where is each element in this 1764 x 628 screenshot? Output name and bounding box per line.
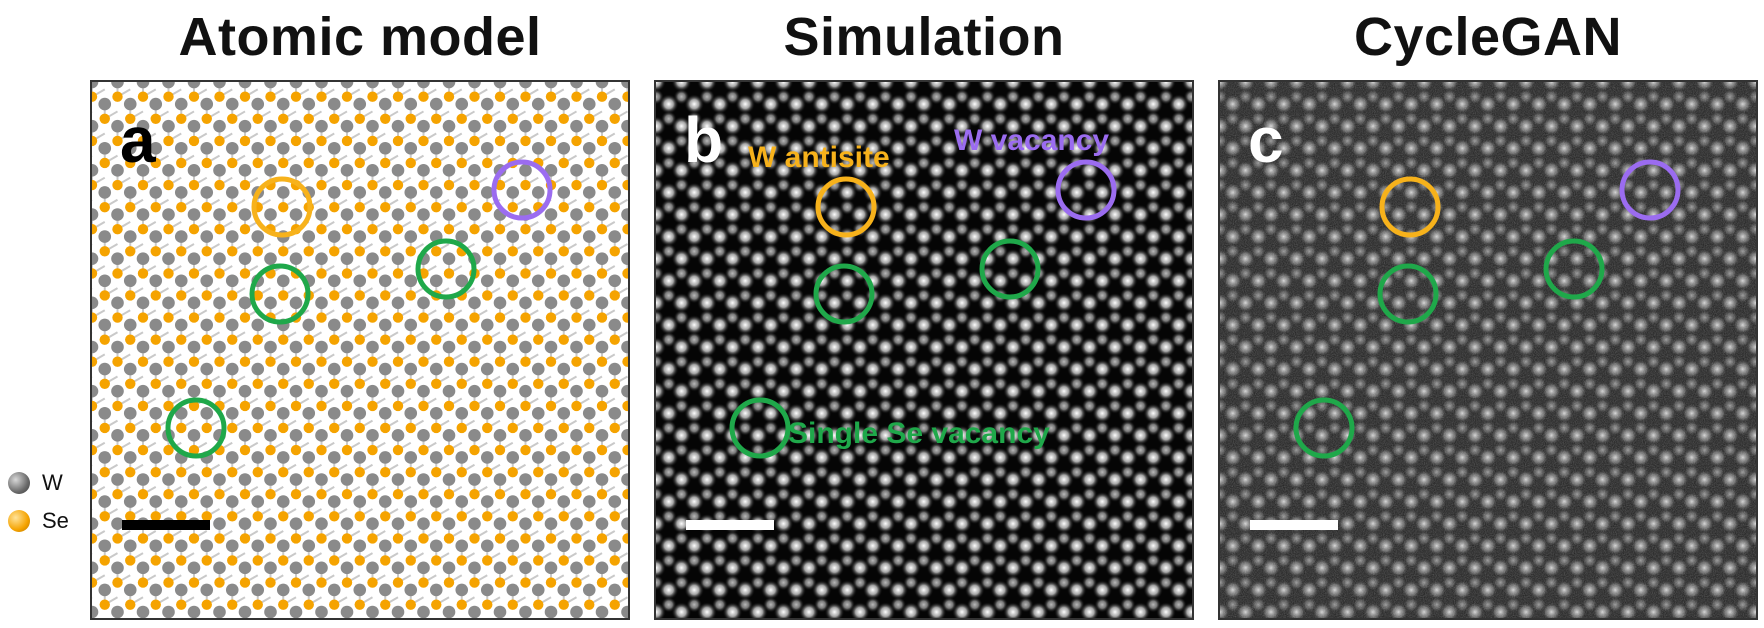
legend-se: Se <box>8 508 69 534</box>
simulation-image: b W antisite W vacancy Single Se vacancy <box>656 82 1192 618</box>
cyclegan-image: c <box>1220 82 1756 618</box>
scale-bar <box>1250 520 1338 530</box>
panel-atomic-model: a <box>90 80 630 620</box>
marker-w-vacancy <box>1055 159 1117 221</box>
legend-se-label: Se <box>42 508 69 533</box>
panel-letter-a: a <box>120 104 156 176</box>
marker-w-vacancy <box>1619 159 1681 221</box>
title-atomic-model: Atomic model <box>178 7 542 67</box>
label-single-se-vacancy: Single Se vacancy <box>788 417 1050 450</box>
marker-se-vacancy-1 <box>1377 263 1439 325</box>
panel-cyclegan: c <box>1218 80 1758 620</box>
scale-bar <box>122 520 210 530</box>
marker-se-vacancy-3 <box>165 397 227 459</box>
marker-se-vacancy-1 <box>813 263 875 325</box>
scale-bar <box>686 520 774 530</box>
marker-se-vacancy-2 <box>1543 238 1605 300</box>
marker-se-vacancy-3 <box>729 397 791 459</box>
legend-w: W <box>8 470 63 496</box>
panel-letter-b: b <box>684 104 723 176</box>
marker-w-antisite <box>251 176 313 238</box>
marker-w-vacancy <box>491 159 553 221</box>
marker-se-vacancy-3 <box>1293 397 1355 459</box>
title-cyclegan: CycleGAN <box>1353 7 1623 67</box>
noise-overlay <box>1220 82 1756 618</box>
marker-se-vacancy-2 <box>415 238 477 300</box>
panel-letter-c: c <box>1248 104 1284 176</box>
label-w-vacancy: W vacancy <box>954 124 1109 157</box>
label-w-antisite: W antisite <box>748 141 890 174</box>
marker-w-antisite <box>815 176 877 238</box>
atomic-lattice: a <box>92 82 628 618</box>
w-atom-icon <box>8 472 30 494</box>
se-atom-icon <box>8 510 30 532</box>
marker-w-antisite <box>1379 176 1441 238</box>
panel-simulation: b W antisite W vacancy Single Se vacancy <box>654 80 1194 620</box>
marker-se-vacancy-2 <box>979 238 1041 300</box>
legend-w-label: W <box>42 470 63 495</box>
title-simulation: Simulation <box>783 7 1065 67</box>
marker-se-vacancy-1 <box>249 263 311 325</box>
